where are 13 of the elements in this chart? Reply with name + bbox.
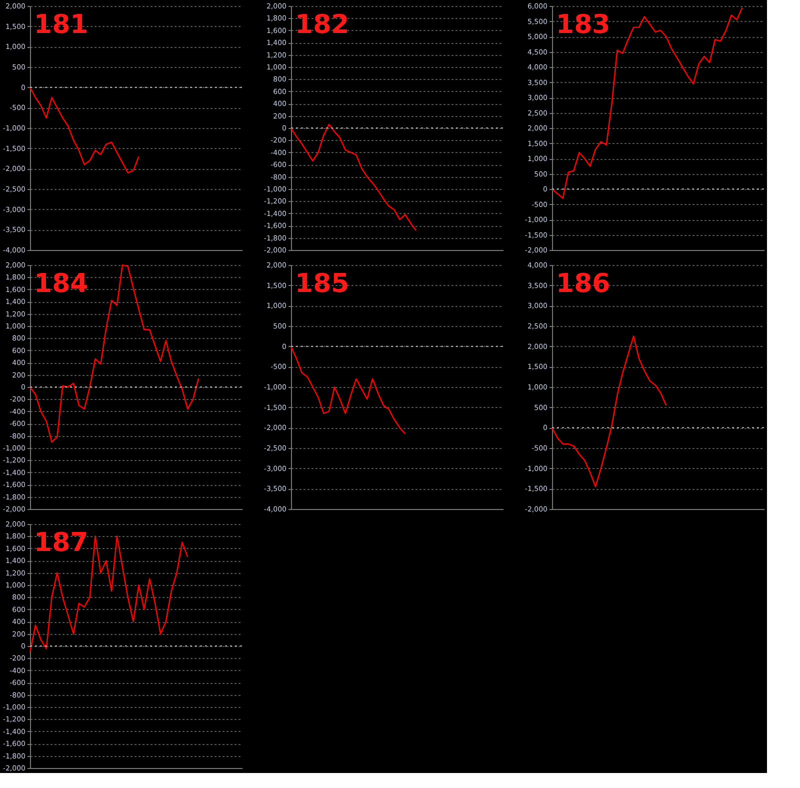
line-series <box>290 346 406 434</box>
chart-title: 184 <box>34 269 88 299</box>
line-series <box>290 124 417 232</box>
line-series <box>551 6 743 199</box>
chart-title: 183 <box>556 10 610 40</box>
chart-title: 182 <box>295 10 350 40</box>
chart-title: 181 <box>34 10 88 40</box>
chart-title: 185 <box>295 269 350 299</box>
line-series <box>29 86 140 174</box>
chart-title: 186 <box>556 269 610 299</box>
line-series <box>29 264 200 443</box>
chart-title: 187 <box>34 528 88 558</box>
line-series <box>551 336 667 488</box>
